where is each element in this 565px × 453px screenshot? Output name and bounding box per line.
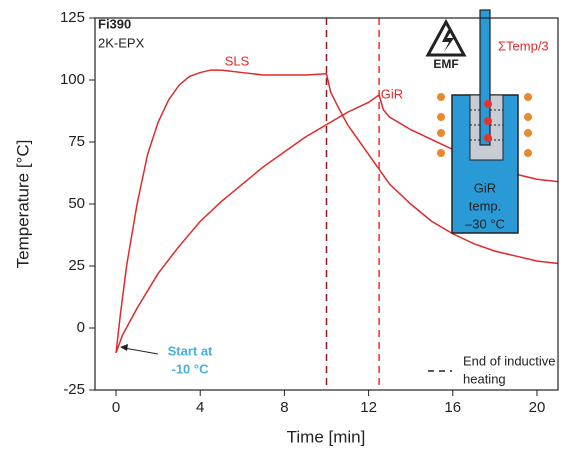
y-tick-label: 125 xyxy=(60,9,85,26)
probe xyxy=(479,9,491,146)
x-axis-label: Time [min] xyxy=(287,427,366,446)
y-tick-label: 50 xyxy=(68,195,85,212)
sensor-dot xyxy=(484,100,492,108)
start-note: Start at xyxy=(168,343,213,358)
lightning-icon xyxy=(442,30,454,52)
emf-label: EMF xyxy=(433,57,458,71)
arrow-head xyxy=(120,344,128,351)
legend-label: heating xyxy=(463,371,506,386)
sensor-label: ΣTemp/3 xyxy=(498,38,549,53)
sample-type: 2K-EPX xyxy=(98,35,145,50)
coil-dot xyxy=(437,93,445,101)
sample-name: Fi390 xyxy=(98,16,131,31)
y-tick-label: 25 xyxy=(68,257,85,274)
coil-dot xyxy=(524,129,532,137)
sensor-dot xyxy=(484,134,492,142)
x-tick-label: 12 xyxy=(360,399,377,416)
gir-label: temp. xyxy=(469,198,502,213)
coil-dot xyxy=(524,113,532,121)
y-axis-label: Temperature [°C] xyxy=(13,140,32,269)
y-tick-label: 100 xyxy=(60,71,85,88)
series-label: GiR xyxy=(381,86,403,101)
inset: EMF ΣTemp/3 GiR temp. –30 °C xyxy=(425,9,549,234)
coil-dot xyxy=(437,113,445,121)
gir-label: GiR xyxy=(474,180,496,195)
y-tick-label: -25 xyxy=(63,381,85,398)
series-label: SLS xyxy=(225,53,250,68)
coil-dot xyxy=(524,93,532,101)
x-tick-label: 20 xyxy=(529,399,546,416)
sensor-dot xyxy=(484,117,492,125)
x-tick-label: 4 xyxy=(196,399,204,416)
x-tick-label: 0 xyxy=(112,399,120,416)
coil-dot xyxy=(437,129,445,137)
plot-frame xyxy=(94,17,559,391)
legend-label: End of inductive xyxy=(463,353,556,368)
y-tick-label: 75 xyxy=(68,133,85,150)
gir-label: –30 °C xyxy=(465,216,505,231)
x-tick-label: 16 xyxy=(444,399,461,416)
start-arrow xyxy=(123,347,159,355)
start-note: -10 °C xyxy=(172,361,210,376)
series-line xyxy=(115,69,559,353)
y-tick-label: 0 xyxy=(77,319,85,336)
coil-dot xyxy=(437,149,445,157)
coil-dot xyxy=(524,149,532,157)
x-tick-label: 8 xyxy=(280,399,288,416)
